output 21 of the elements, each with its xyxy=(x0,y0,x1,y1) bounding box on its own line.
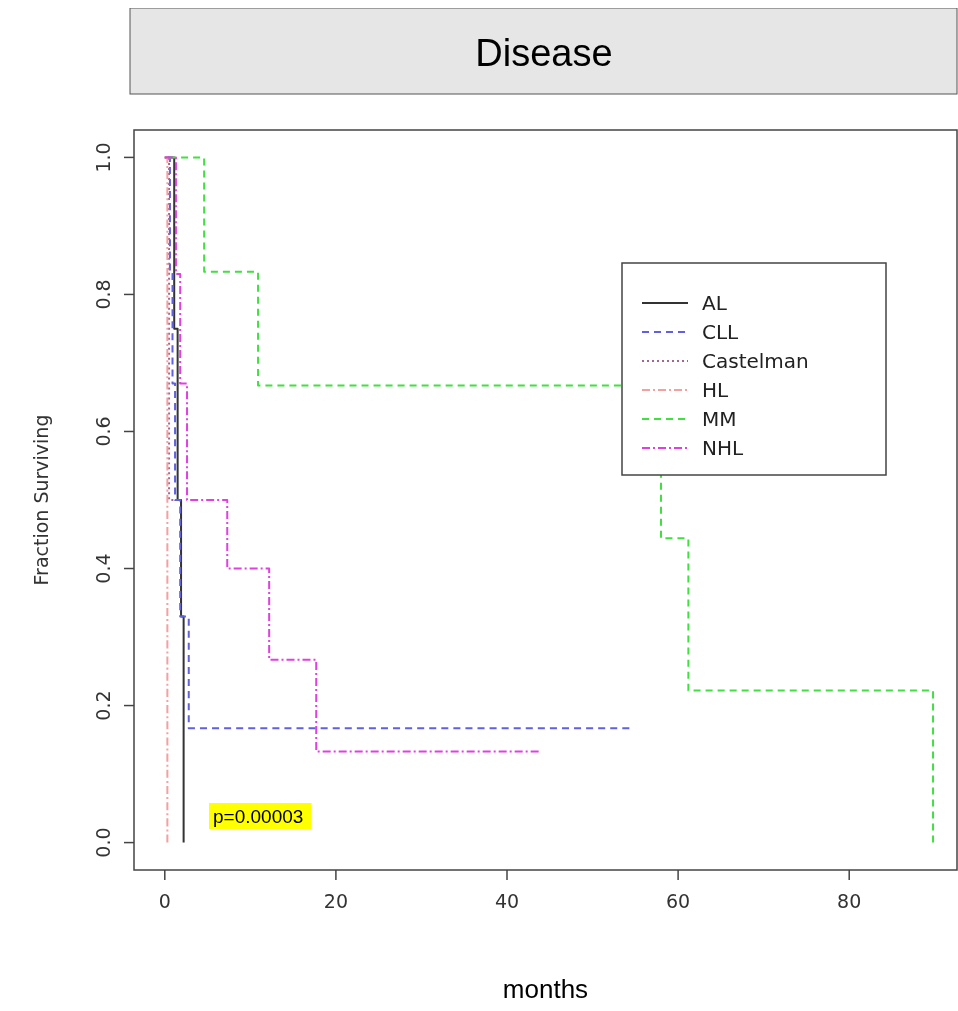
x-tick-label: 20 xyxy=(323,890,348,912)
y-tick-label: 0.6 xyxy=(92,416,114,447)
legend-label: Castelman xyxy=(702,349,809,373)
legend-label: HL xyxy=(702,378,730,402)
y-axis-title: Fraction Surviving xyxy=(30,414,52,586)
legend-label: AL xyxy=(702,291,728,315)
legend-label: MM xyxy=(702,407,737,431)
x-tick-label: 0 xyxy=(158,890,171,912)
y-tick-label: 0.2 xyxy=(92,690,114,721)
x-axis-title: months xyxy=(502,974,589,1004)
legend-label: CLL xyxy=(702,320,740,344)
chart-title: Disease xyxy=(475,32,613,74)
legend-label: NHL xyxy=(702,436,744,460)
y-tick-label: 0.4 xyxy=(92,553,114,584)
x-tick-label: 40 xyxy=(494,890,520,912)
y-tick-label: 1.0 xyxy=(92,142,114,173)
y-tick-label: 0.8 xyxy=(92,279,114,310)
annotation: p=0.00003 xyxy=(213,806,304,827)
x-tick-label: 60 xyxy=(666,890,691,912)
y-tick-label: 0.0 xyxy=(92,827,114,858)
x-tick-label: 80 xyxy=(837,890,862,912)
